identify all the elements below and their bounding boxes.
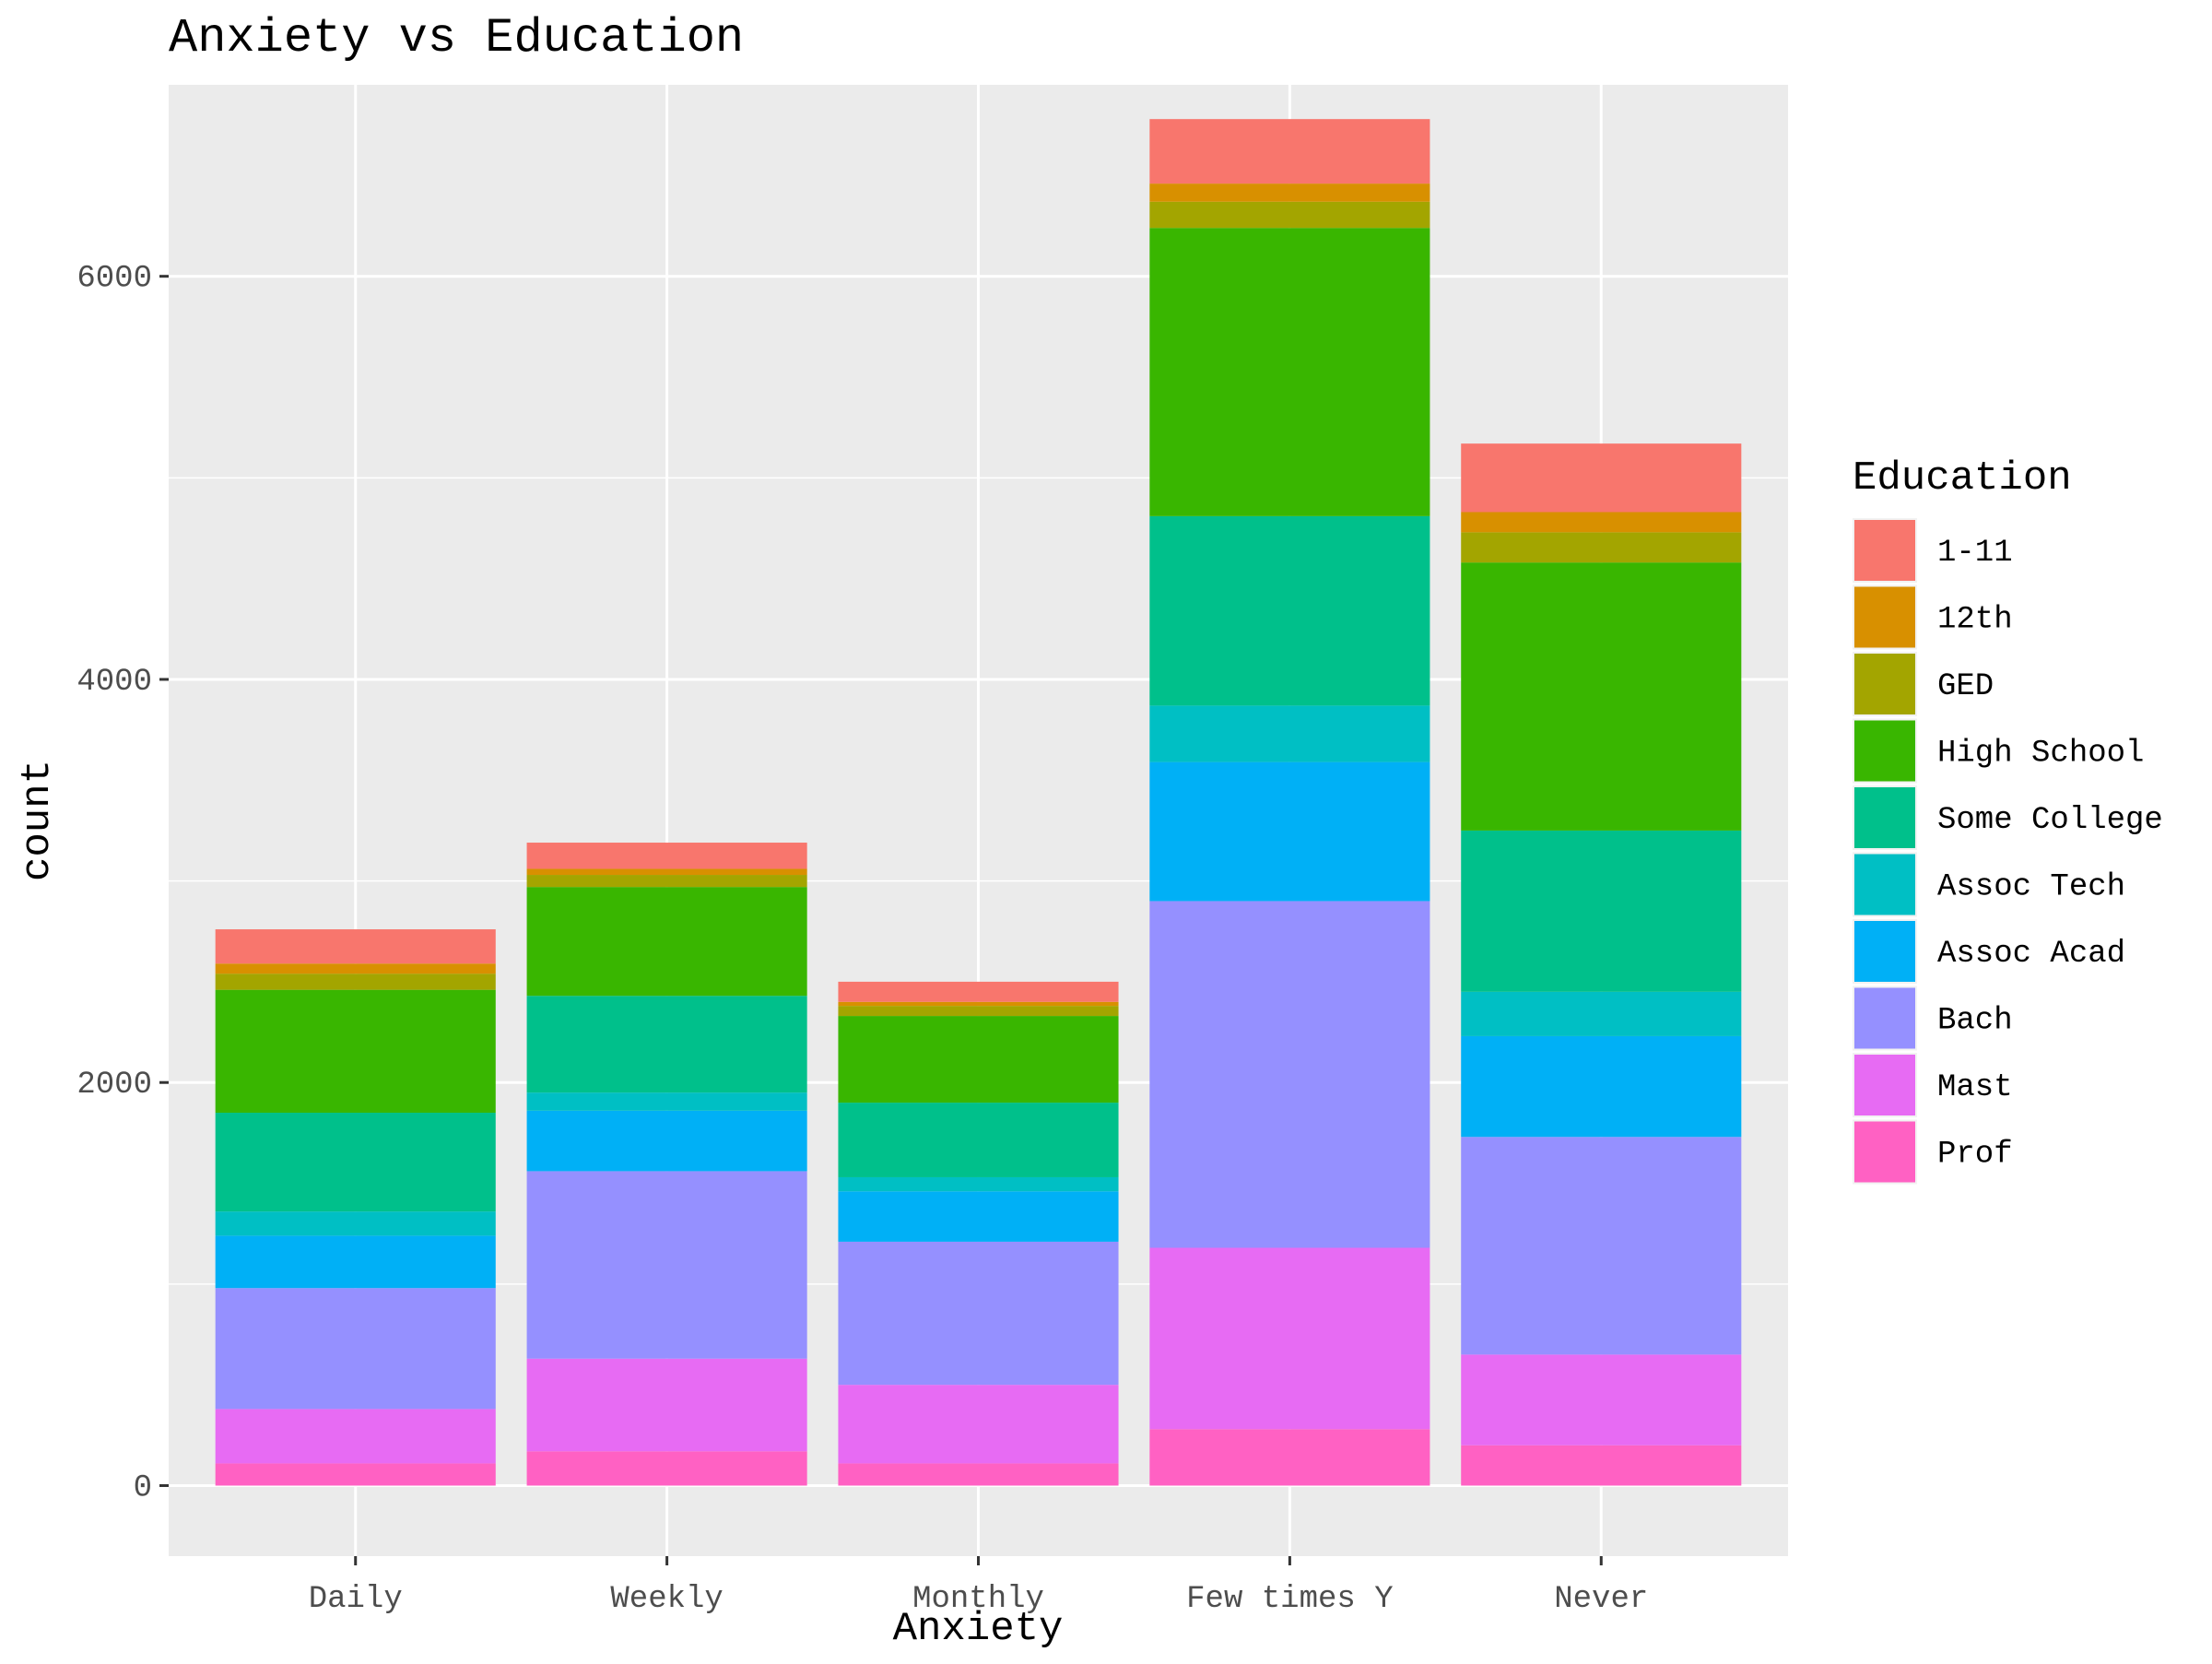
bar-segment-some-college-monthly [838, 1103, 1119, 1177]
bar-segment-12th-monthly [838, 1001, 1119, 1007]
bar-segment-prof-daily [215, 1463, 496, 1486]
bar-segment-bach-daily [215, 1288, 496, 1410]
bar-segment-assoc-acad-monthly [838, 1191, 1119, 1242]
legend-label: 1-11 [1937, 536, 2013, 571]
chart-title: Anxiety vs Education [169, 11, 744, 65]
bar-segment-1-11-weekly [526, 843, 807, 869]
bar-segment-mast-never [1461, 1354, 1742, 1446]
bar-segment-mast-few-times-y [1149, 1247, 1430, 1430]
y-tick-label: 4000 [76, 665, 152, 700]
legend-label: Assoc Tech [1937, 870, 2125, 905]
y-tick-label: 0 [134, 1470, 152, 1505]
bar-segment-ged-weekly [526, 875, 807, 888]
legend-label: Mast [1937, 1070, 2013, 1105]
bar-segment-some-college-weekly [526, 996, 807, 1093]
legend-label: 12th [1937, 603, 2013, 638]
legend-swatch [1854, 854, 1915, 915]
legend-label: Assoc Acad [1937, 937, 2125, 972]
legend: Education 1-11 12th GED High School Some Col… [1853, 455, 2163, 1185]
bar-segment-high-school-never [1461, 562, 1742, 831]
bar-segment-12th-weekly [526, 868, 807, 876]
bar-segment-1-11-few-times-y [1149, 119, 1430, 184]
bar-segment-bach-never [1461, 1137, 1742, 1355]
bar-segment-12th-daily [215, 963, 496, 974]
bar-segment-high-school-few-times-y [1149, 228, 1430, 516]
y-axis: 0 2000 4000 6000 [76, 262, 169, 1505]
bars [215, 119, 1742, 1486]
legend-swatch [1854, 720, 1915, 782]
bar-segment-high-school-daily [215, 989, 496, 1114]
bar-segment-12th-few-times-y [1149, 183, 1430, 202]
bar-segment-12th-never [1461, 512, 1742, 533]
x-tick-label: Weekly [610, 1582, 723, 1617]
bar-segment-high-school-weekly [526, 887, 807, 997]
legend-swatch [1854, 654, 1915, 714]
bar-segment-assoc-acad-few-times-y [1149, 761, 1430, 902]
legend-label: GED [1937, 669, 1994, 704]
bar-segment-bach-few-times-y [1149, 901, 1430, 1248]
bar-segment-some-college-daily [215, 1113, 496, 1212]
legend-swatch [1854, 1055, 1915, 1115]
bar-segment-assoc-acad-weekly [526, 1110, 807, 1172]
x-axis: Daily Weekly Monthly Few times Y Never [309, 1556, 1648, 1617]
x-axis-title: Anxiety [893, 1606, 1064, 1652]
legend-label: High School [1937, 737, 2144, 772]
bar-segment-assoc-tech-few-times-y [1149, 705, 1430, 762]
legend-swatch [1854, 520, 1915, 581]
y-axis-title: count [15, 760, 61, 881]
bar-segment-assoc-tech-weekly [526, 1092, 807, 1111]
legend-swatch [1854, 586, 1915, 648]
bar-segment-ged-monthly [838, 1006, 1119, 1017]
bar-segment-some-college-few-times-y [1149, 515, 1430, 706]
bar-segment-mast-weekly [526, 1358, 807, 1452]
x-tick-label: Few times Y [1186, 1582, 1393, 1617]
bar-segment-bach-monthly [838, 1241, 1119, 1386]
legend-swatch [1854, 1121, 1915, 1183]
legend-label: Prof [1937, 1138, 2013, 1173]
bar-segment-1-11-monthly [838, 981, 1119, 1002]
bar-segment-assoc-acad-never [1461, 1035, 1742, 1138]
legend-title: Education [1853, 455, 2072, 502]
bar-segment-ged-few-times-y [1149, 201, 1430, 229]
bar-segment-prof-weekly [526, 1451, 807, 1486]
x-tick-label: Monthly [912, 1582, 1044, 1617]
legend-label: Bach [1937, 1004, 2013, 1039]
y-tick-label: 6000 [76, 262, 152, 297]
legend-swatch [1854, 787, 1915, 848]
bar-segment-some-college-never [1461, 830, 1742, 992]
bar-segment-ged-never [1461, 532, 1742, 563]
bar-segment-1-11-never [1461, 443, 1742, 513]
bar-segment-bach-weekly [526, 1171, 807, 1359]
bar-segment-mast-daily [215, 1409, 496, 1464]
legend-swatch [1854, 987, 1915, 1049]
bar-segment-prof-never [1461, 1445, 1742, 1486]
bar-segment-1-11-daily [215, 929, 496, 964]
x-tick-label: Daily [309, 1582, 403, 1617]
bar-segment-ged-daily [215, 974, 496, 990]
bar-segment-assoc-acad-daily [215, 1235, 496, 1289]
bar-segment-prof-monthly [838, 1463, 1119, 1486]
bar-segment-mast-monthly [838, 1385, 1119, 1464]
bar-segment-high-school-monthly [838, 1016, 1119, 1103]
bar-segment-assoc-tech-monthly [838, 1176, 1119, 1192]
bar-segment-assoc-tech-daily [215, 1211, 496, 1236]
legend-label: Some College [1937, 803, 2163, 838]
x-tick-label: Never [1554, 1582, 1648, 1617]
legend-swatch [1854, 921, 1915, 982]
bar-segment-assoc-tech-never [1461, 991, 1742, 1036]
y-tick-label: 2000 [76, 1068, 152, 1103]
bar-segment-prof-few-times-y [1149, 1429, 1430, 1486]
